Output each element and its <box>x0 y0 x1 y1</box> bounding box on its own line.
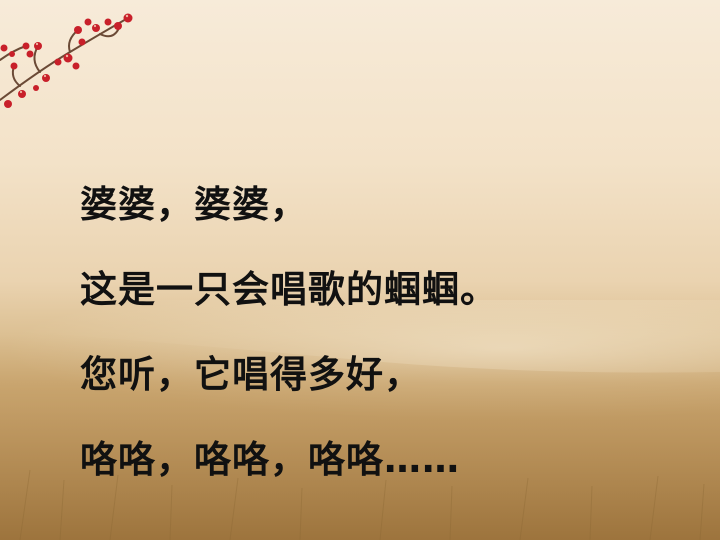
poem-line-4: 咯咯，咯咯，咯咯…… <box>80 438 460 481</box>
poem-text-block: 婆婆，婆婆， 这是一只会唱歌的蝈蝈。 您听，它唱得多好， 咯咯，咯咯，咯咯…… <box>80 186 700 526</box>
poem-line-1: 婆婆，婆婆， <box>80 183 308 226</box>
berry-branch-decoration <box>0 13 133 108</box>
poem-line-2: 这是一只会唱歌的蝈蝈。 <box>80 268 498 311</box>
poem-line-3: 您听，它唱得多好， <box>80 353 422 396</box>
